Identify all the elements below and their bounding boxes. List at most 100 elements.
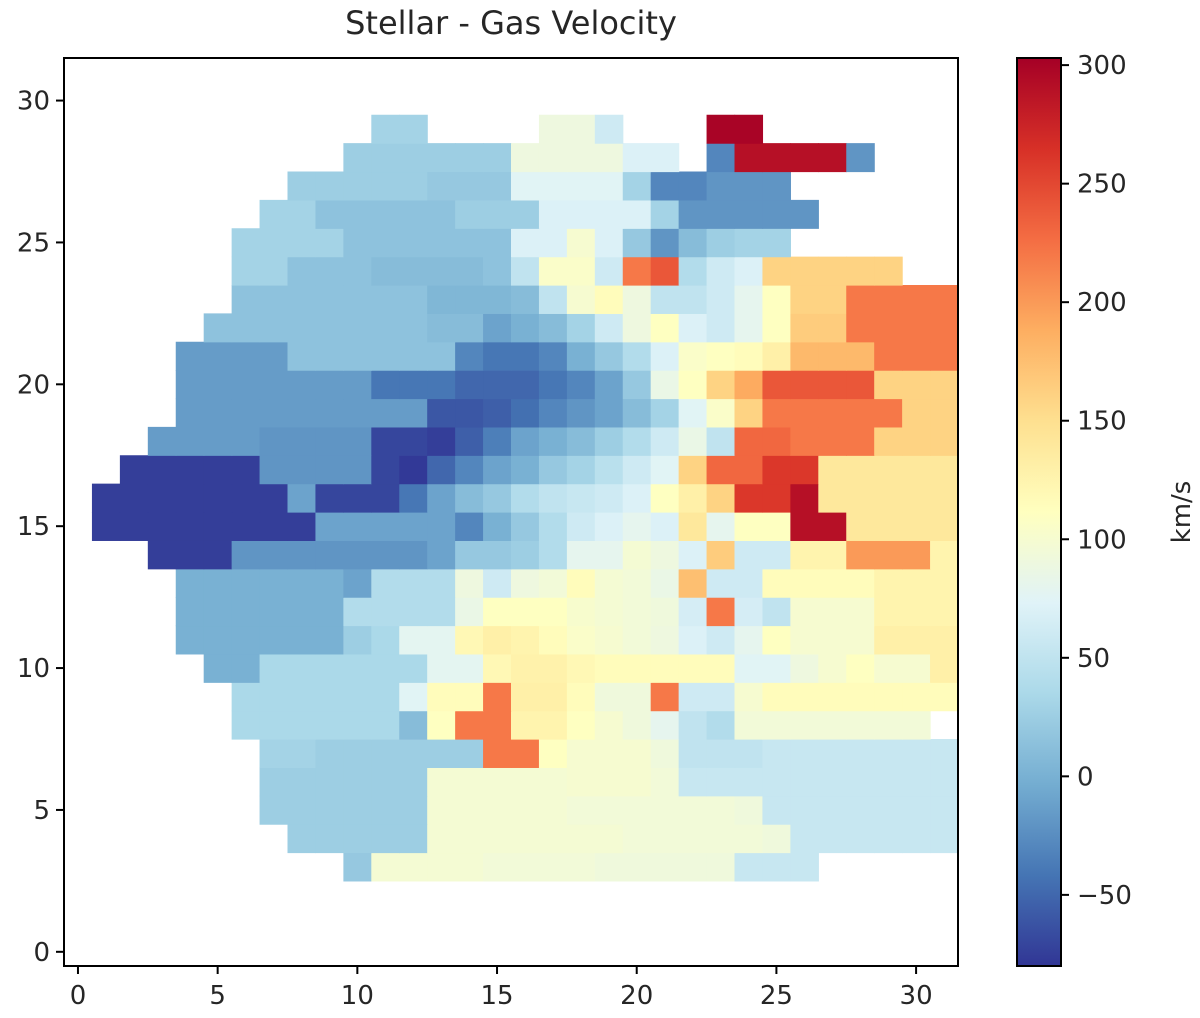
heatmap-cell xyxy=(203,313,233,343)
heatmap-cell xyxy=(371,313,400,343)
heatmap-cell xyxy=(287,625,317,655)
heatmap-cell xyxy=(706,767,736,797)
heatmap-cell xyxy=(427,710,456,740)
heatmap-cell xyxy=(678,540,708,570)
heatmap-cell xyxy=(930,625,958,655)
heatmap-cell xyxy=(231,625,261,655)
heatmap-cell xyxy=(343,171,372,201)
heatmap-cell xyxy=(706,143,736,173)
heatmap-cell xyxy=(511,767,540,797)
y-tick-label: 10 xyxy=(17,654,50,684)
heatmap-cell xyxy=(287,540,317,570)
heatmap-cell xyxy=(259,767,289,797)
heatmap-cell xyxy=(958,597,987,626)
heatmap-cell xyxy=(483,739,512,768)
heatmap-cell xyxy=(790,455,819,485)
heatmap-cell xyxy=(511,313,540,343)
heatmap-cell xyxy=(259,739,289,768)
heatmap-cell xyxy=(455,512,484,541)
heatmap-cell xyxy=(650,455,680,485)
heatmap-cell xyxy=(874,483,903,513)
heatmap-cell xyxy=(734,824,764,854)
heatmap-cell xyxy=(930,739,958,768)
heatmap-cell xyxy=(650,568,680,598)
heatmap-cell xyxy=(902,455,931,485)
heatmap-cell xyxy=(483,852,512,882)
heatmap-cell xyxy=(455,285,484,314)
heatmap-cell xyxy=(511,483,540,513)
heatmap-cell xyxy=(343,426,372,456)
heatmap-cell xyxy=(734,341,764,371)
heatmap-cell xyxy=(678,228,708,258)
heatmap-cell xyxy=(622,625,652,655)
heatmap-cell xyxy=(762,767,791,797)
heatmap-cell xyxy=(594,143,624,173)
heatmap-cell xyxy=(650,256,680,286)
heatmap-cell xyxy=(594,455,624,485)
heatmap-cell xyxy=(678,455,708,485)
heatmap-cell xyxy=(399,199,428,229)
heatmap-cell xyxy=(483,341,512,371)
heatmap-cell xyxy=(343,710,372,740)
x-tick-label: 10 xyxy=(341,981,374,1011)
heatmap-cell xyxy=(958,484,987,513)
heatmap-cell xyxy=(231,540,261,570)
heatmap-cell xyxy=(203,341,233,371)
heatmap-cell xyxy=(706,625,736,655)
heatmap-cell xyxy=(734,597,764,627)
heatmap-cell xyxy=(455,597,484,627)
heatmap-cell xyxy=(706,341,736,371)
heatmap-cell xyxy=(399,228,428,258)
heatmap-cell xyxy=(594,824,624,854)
heatmap-cell xyxy=(399,256,428,286)
colorbar-axis: −50 0 50 100 150 200 250 300 xyxy=(1061,51,1132,911)
heatmap-cell xyxy=(399,398,428,428)
heatmap-cell xyxy=(538,228,568,258)
heatmap-cell xyxy=(622,568,652,598)
heatmap-cell xyxy=(455,568,484,598)
plot-frame xyxy=(63,57,959,967)
heatmap-cell xyxy=(818,540,847,570)
heatmap-cell xyxy=(678,682,708,712)
heatmap-cell xyxy=(762,512,791,541)
heatmap-cell xyxy=(371,398,400,428)
heatmap-cell xyxy=(483,256,512,286)
heatmap-cell xyxy=(622,228,652,258)
heatmap-cell xyxy=(399,824,428,854)
heatmap-cell xyxy=(315,398,344,428)
heatmap-cell xyxy=(734,739,764,768)
heatmap-cell xyxy=(734,625,764,655)
heatmap-cell xyxy=(846,540,875,570)
heatmap-cell xyxy=(846,285,875,314)
heatmap-cell xyxy=(455,767,484,797)
heatmap-cell xyxy=(902,313,931,343)
heatmap-cell xyxy=(958,796,987,825)
heatmap-cell xyxy=(231,256,261,286)
heatmap-cell xyxy=(818,455,847,485)
heatmap-cell xyxy=(147,455,177,485)
heatmap-cell xyxy=(371,710,400,740)
heatmap-cell xyxy=(706,483,736,513)
heatmap-cell xyxy=(91,512,121,541)
heatmap-cell xyxy=(483,653,512,683)
heatmap-cell xyxy=(427,426,456,456)
heatmap-cell xyxy=(483,540,512,570)
heatmap-cell xyxy=(91,483,121,513)
heatmap-cell xyxy=(874,653,903,683)
heatmap-cell xyxy=(371,653,400,683)
heatmap-cell xyxy=(930,341,958,371)
y-tick-label: 30 xyxy=(17,87,50,117)
x-tick-label: 20 xyxy=(620,981,653,1011)
heatmap-cell xyxy=(175,398,205,428)
heatmap-cell xyxy=(678,313,708,343)
heatmap-cell xyxy=(902,597,931,627)
heatmap-cell xyxy=(315,285,344,314)
heatmap-cell xyxy=(790,199,819,229)
heatmap-cell xyxy=(762,228,791,258)
heatmap-cell xyxy=(958,512,987,541)
heatmap-cell xyxy=(790,767,819,797)
heatmap-cell xyxy=(734,512,764,541)
heatmap-cell xyxy=(371,852,400,882)
heatmap-cell xyxy=(874,426,903,456)
